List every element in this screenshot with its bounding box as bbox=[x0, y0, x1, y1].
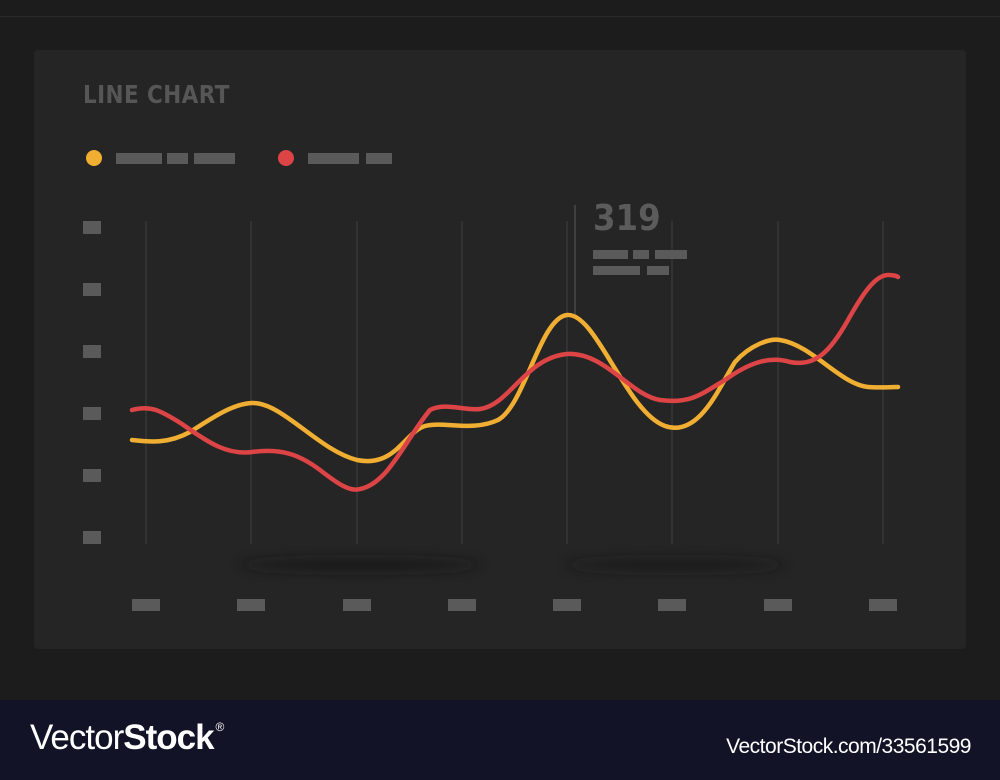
legend-label-placeholder bbox=[167, 153, 188, 164]
x-tick-label bbox=[658, 599, 686, 611]
brand-logo-light: Vector bbox=[30, 718, 124, 757]
legend-label-placeholder bbox=[366, 153, 392, 164]
series-red-line bbox=[129, 272, 901, 492]
y-tick-label bbox=[83, 221, 101, 234]
legend-label-placeholder bbox=[194, 153, 235, 164]
callout-label-placeholder bbox=[593, 266, 640, 275]
callout-value: 319 bbox=[593, 198, 661, 239]
x-tick-label bbox=[132, 599, 160, 611]
watermark-footer bbox=[0, 700, 1000, 780]
x-tick-label bbox=[448, 599, 476, 611]
x-tick-label bbox=[869, 599, 897, 611]
callout-label-placeholder bbox=[655, 250, 687, 259]
gridlines bbox=[145, 221, 884, 544]
y-tick-label bbox=[83, 283, 101, 296]
brand-logo: VectorStock ® bbox=[30, 718, 225, 758]
legend-dot-red bbox=[278, 150, 294, 166]
top-divider bbox=[0, 16, 1000, 17]
x-tick-label bbox=[553, 599, 581, 611]
x-tick-label bbox=[343, 599, 371, 611]
callout-label-placeholder bbox=[633, 250, 649, 259]
registered-mark: ® bbox=[215, 720, 225, 734]
line-chart-plot bbox=[129, 205, 901, 571]
brand-logo-bold: Stock bbox=[123, 718, 214, 757]
legend-label-placeholder bbox=[116, 153, 162, 164]
image-credit: VectorStock.com/33561599 bbox=[726, 735, 971, 758]
y-tick-label bbox=[83, 531, 101, 544]
shadow bbox=[565, 559, 785, 571]
callout-label-placeholder bbox=[593, 250, 628, 259]
y-tick-label bbox=[83, 407, 101, 420]
legend-label-placeholder bbox=[308, 153, 359, 164]
chart-card bbox=[34, 50, 966, 649]
chart-title: LINE CHART bbox=[83, 80, 230, 109]
legend-dot-yellow bbox=[86, 150, 102, 166]
series-yellow-line bbox=[129, 312, 901, 464]
y-tick-label bbox=[83, 345, 101, 358]
x-tick-label bbox=[764, 599, 792, 611]
x-tick-label bbox=[237, 599, 265, 611]
y-tick-label bbox=[83, 469, 101, 482]
shadow bbox=[240, 559, 480, 571]
callout-label-placeholder bbox=[647, 266, 669, 275]
